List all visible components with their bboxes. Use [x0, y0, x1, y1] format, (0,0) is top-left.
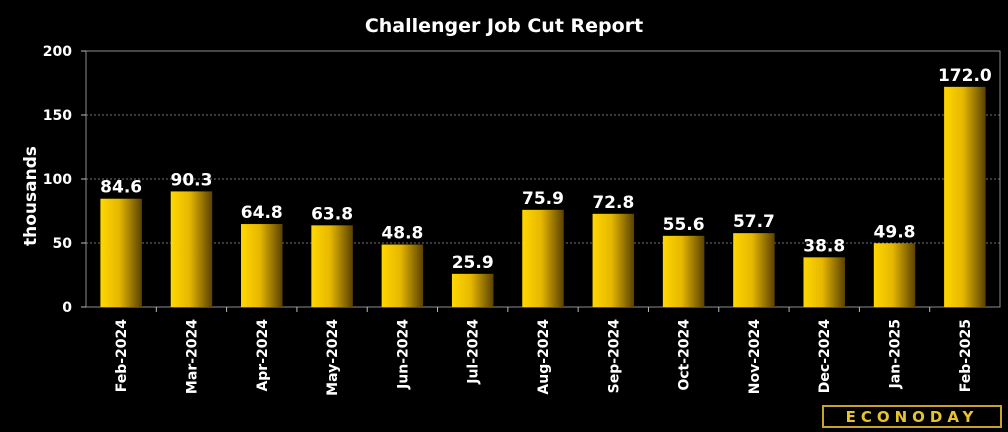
y-axis-label: thousands: [21, 146, 41, 246]
bar: [241, 224, 283, 307]
x-tick-label: May-2024: [325, 319, 341, 396]
x-tick-label: Apr-2024: [255, 319, 271, 392]
bar: [522, 209, 564, 307]
x-tick-label: Jul-2024: [466, 319, 482, 385]
x-tick-label: Feb-2024: [114, 319, 130, 393]
brand-name: ECONODAY: [845, 407, 979, 426]
data-label: 90.3: [170, 170, 212, 190]
data-label: 84.6: [100, 178, 142, 198]
y-tick-label: 200: [43, 44, 72, 60]
x-tick-label: Jun-2024: [395, 319, 411, 390]
x-tick-label: Dec-2024: [817, 319, 833, 393]
data-label: 25.9: [452, 253, 494, 273]
bar: [662, 235, 705, 307]
bar: [592, 213, 635, 307]
bar: [733, 233, 775, 307]
bar: [170, 191, 213, 307]
bar: [803, 257, 845, 307]
data-label: 57.7: [733, 212, 775, 232]
data-label: 64.8: [241, 203, 283, 223]
data-label: 55.6: [663, 215, 705, 235]
y-tick-label: 100: [43, 172, 72, 188]
bar: [311, 225, 353, 307]
bar: [873, 243, 916, 307]
chart-title: Challenger Job Cut Report: [365, 15, 643, 37]
bar: [944, 86, 986, 307]
data-label: 72.8: [592, 193, 634, 213]
bar: [451, 273, 494, 307]
y-tick-label: 150: [43, 108, 72, 124]
data-label: 172.0: [938, 66, 992, 86]
bar: [100, 198, 142, 307]
econoday-logo: ECONODAY: [822, 405, 1002, 428]
x-tick-label: Mar-2024: [184, 319, 200, 394]
x-tick-label: Aug-2024: [536, 319, 552, 395]
x-tick-label: Nov-2024: [747, 319, 763, 394]
plot-area: 0 50 100 150 200 84.6 Feb-2024 90.3 Mar-2024 64.8…: [43, 44, 1001, 396]
y-tick-label: 50: [53, 236, 73, 252]
bar: [381, 244, 424, 307]
data-label: 38.8: [803, 236, 845, 256]
x-tick-label: Jan-2025: [888, 319, 904, 389]
data-label: 48.8: [381, 224, 423, 244]
data-label: 49.8: [874, 222, 916, 242]
y-tick-label: 0: [62, 300, 72, 316]
data-label: 63.8: [311, 204, 353, 224]
data-label: 75.9: [522, 189, 564, 209]
x-tick-label: Feb-2025: [958, 319, 974, 392]
x-tick-label: Oct-2024: [677, 319, 693, 391]
x-tick-label: Sep-2024: [606, 319, 622, 394]
